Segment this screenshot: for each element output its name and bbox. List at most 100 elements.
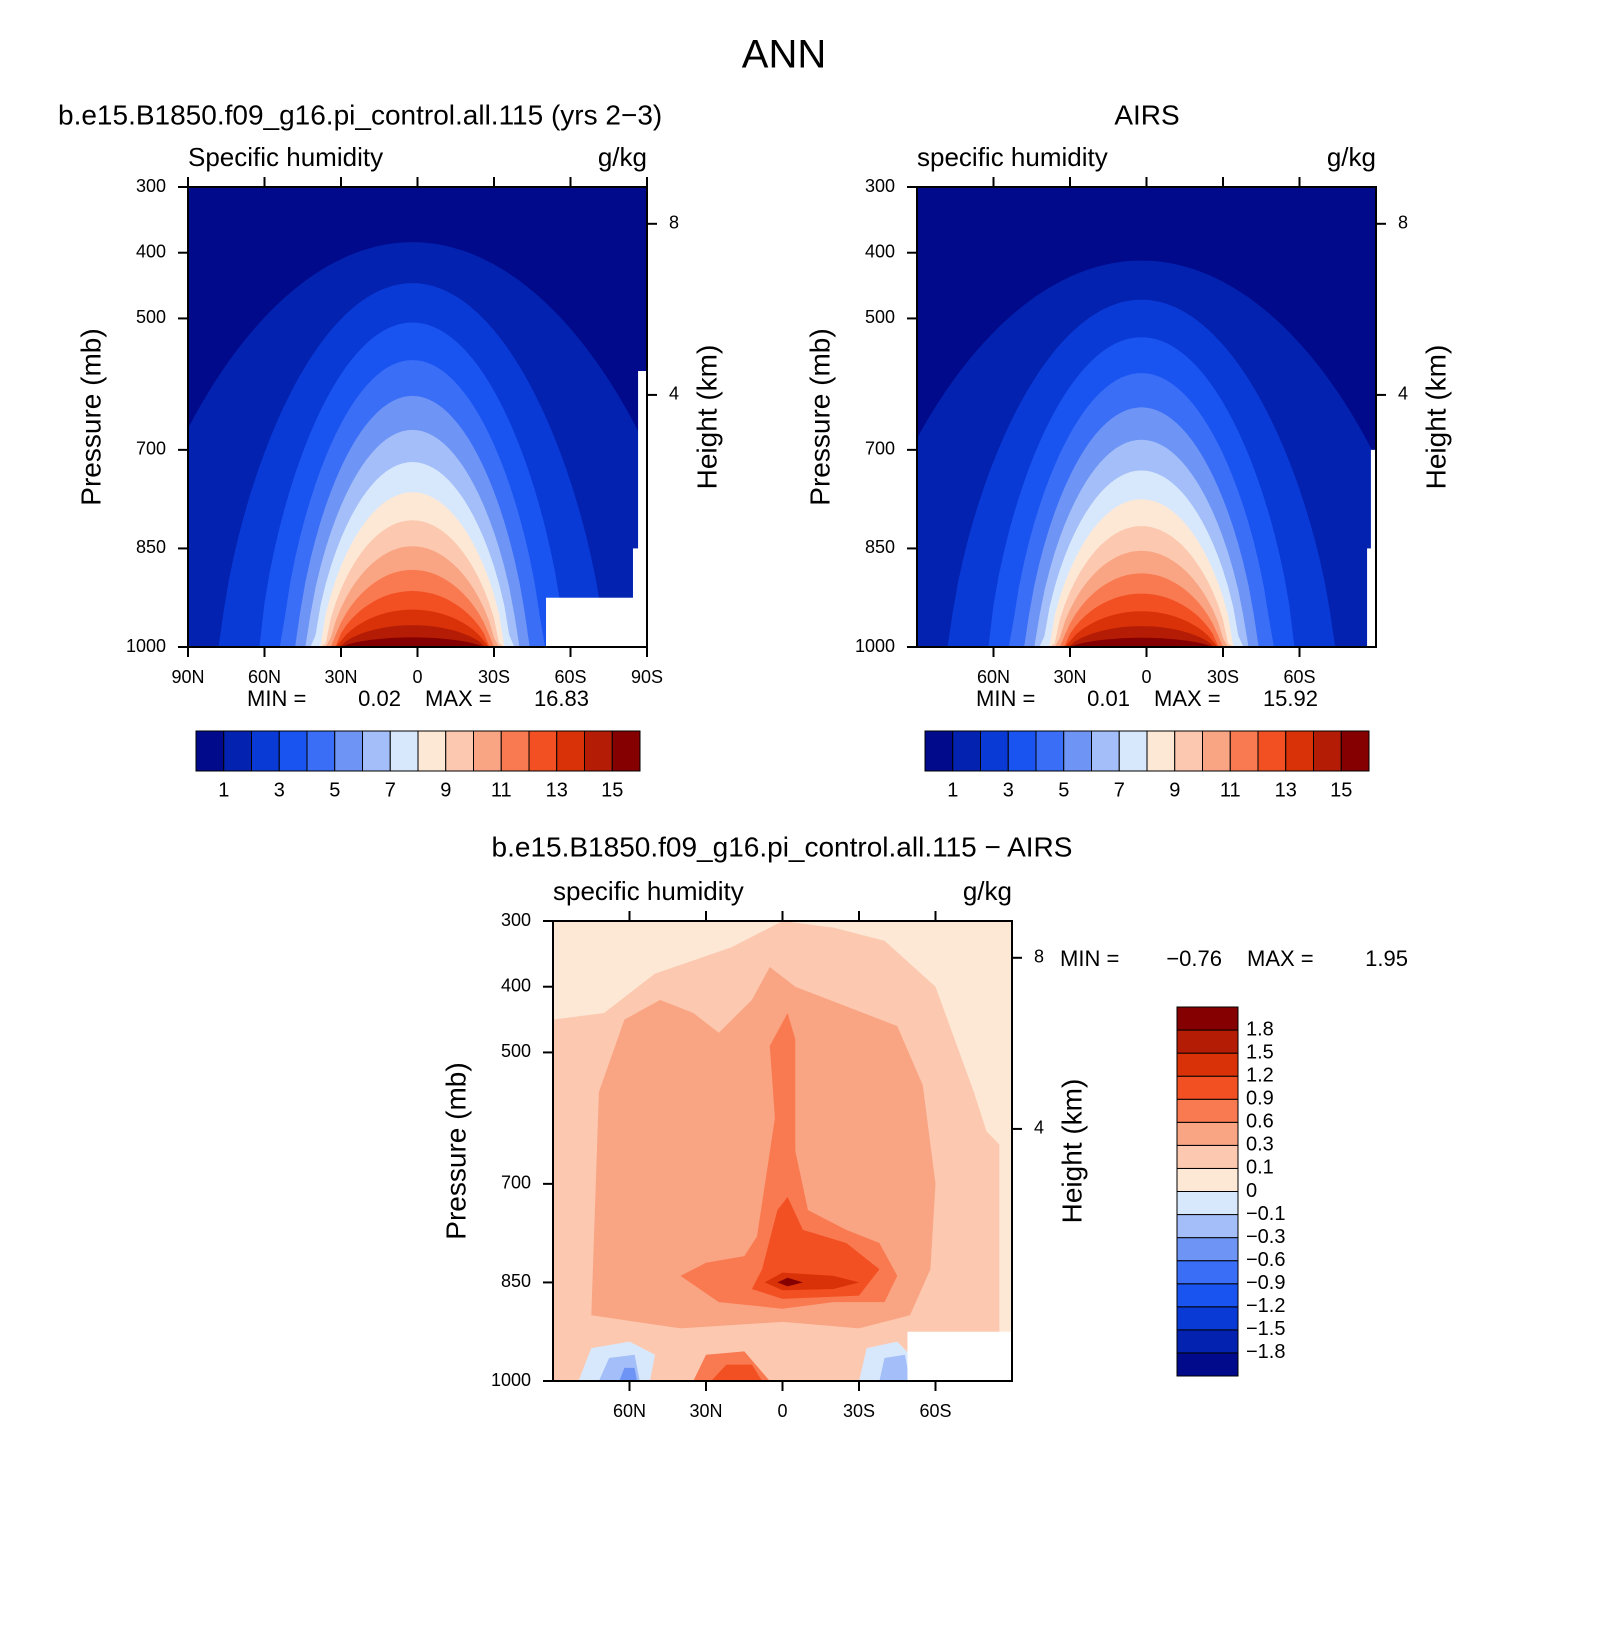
right-string: g/kg xyxy=(598,142,647,172)
colorbar-box xyxy=(1176,1329,1239,1354)
y-axis-label: Pressure (mb) xyxy=(804,328,835,505)
y2-axis-label: Height (km) xyxy=(1420,345,1451,490)
contour-fill xyxy=(777,1277,803,1287)
min-value: −0.76 xyxy=(1166,946,1222,971)
colorbar-label: 1.5 xyxy=(1246,1041,1274,1063)
colorbar-box xyxy=(1313,730,1342,772)
y-tick-label: 300 xyxy=(136,176,166,196)
colorbar-box xyxy=(1176,1214,1239,1239)
x-tick-label: 90S xyxy=(631,667,663,687)
min-value: 0.02 xyxy=(358,686,401,711)
colorbar-label: 1 xyxy=(947,779,958,801)
colorbar-box xyxy=(1176,1191,1239,1216)
x-tick-label: 0 xyxy=(1141,667,1151,687)
colorbar-box xyxy=(1007,730,1037,772)
x-tick-label: 60N xyxy=(613,1401,646,1421)
y-tick-label: 400 xyxy=(136,241,166,261)
colorbar-box xyxy=(1176,1029,1239,1054)
y-tick-label: 700 xyxy=(501,1173,531,1193)
max-label: MAX = xyxy=(1154,686,1221,711)
colorbar-label: 1.2 xyxy=(1246,1064,1274,1086)
y-tick-label: 300 xyxy=(865,176,895,196)
x-tick-label: 0 xyxy=(412,667,422,687)
missing-data xyxy=(1370,449,1376,647)
x-tick-label: 30S xyxy=(1207,667,1239,687)
colorbar-label: −0.6 xyxy=(1246,1249,1285,1271)
y-tick-label: 400 xyxy=(501,975,531,995)
right-string: g/kg xyxy=(963,876,1012,906)
colorbar-box xyxy=(1257,730,1287,772)
y-axis-label: Pressure (mb) xyxy=(75,328,106,505)
min-label: MIN = xyxy=(1060,946,1119,971)
y-tick-label: 700 xyxy=(865,439,895,459)
colorbar-label: 3 xyxy=(1003,779,1014,801)
colorbar-label: 0.3 xyxy=(1246,1134,1274,1156)
colorbar-box xyxy=(473,730,502,772)
y-tick-label: 850 xyxy=(865,537,895,557)
colorbar-label: 11 xyxy=(491,779,512,801)
contour-fill xyxy=(188,637,647,647)
x-tick-label: 30N xyxy=(1053,667,1086,687)
colorbar-box xyxy=(223,730,252,772)
y2-tick-label: 8 xyxy=(1398,213,1408,233)
x-tick-label: 30S xyxy=(478,667,510,687)
colorbar-label: 0 xyxy=(1246,1180,1257,1202)
colorbar-box xyxy=(1176,1121,1239,1146)
y2-axis-label: Height (km) xyxy=(1056,1079,1087,1224)
colorbar-box xyxy=(1091,730,1120,772)
colorbar-box xyxy=(500,730,530,772)
y-tick-label: 1000 xyxy=(126,636,166,656)
x-tick-label: 60S xyxy=(554,667,586,687)
y-tick-label: 700 xyxy=(136,439,166,459)
y2-tick-label: 4 xyxy=(669,384,679,404)
colorbar-box xyxy=(1176,1237,1239,1262)
x-tick-label: 30S xyxy=(843,1401,875,1421)
colorbar-box xyxy=(389,730,419,772)
y-axis-label: Pressure (mb) xyxy=(440,1062,471,1239)
colorbar-box xyxy=(952,730,981,772)
panel-title: AIRS xyxy=(1114,99,1179,130)
panel-title: b.e15.B1850.f09_g16.pi_control.all.115 (… xyxy=(58,99,662,130)
colorbar-label: −0.1 xyxy=(1246,1203,1285,1225)
colorbar-box xyxy=(417,730,447,772)
colorbar-box xyxy=(195,730,225,772)
colorbar-label: −0.9 xyxy=(1246,1272,1285,1294)
colorbar-box xyxy=(1063,730,1092,772)
colorbar-label: 5 xyxy=(329,779,340,801)
y2-tick-label: 4 xyxy=(1034,1118,1044,1138)
colorbar-box xyxy=(1035,730,1065,772)
colorbar-box xyxy=(584,730,613,772)
y2-tick-label: 4 xyxy=(1398,384,1408,404)
panel-title: b.e15.B1850.f09_g16.pi_control.all.115 −… xyxy=(492,831,1073,862)
x-tick-label: 90N xyxy=(171,667,204,687)
colorbar-box xyxy=(1176,1006,1239,1031)
colorbar-label: 0.6 xyxy=(1246,1111,1274,1133)
colorbar-box xyxy=(1176,1075,1239,1100)
contour-fill xyxy=(680,1013,898,1309)
colorbar-box xyxy=(556,730,585,772)
max-value: 1.95 xyxy=(1365,946,1408,971)
colorbar-box xyxy=(306,730,336,772)
colorbar-box xyxy=(1340,730,1370,772)
colorbar-box xyxy=(1176,1306,1239,1331)
contour-fill xyxy=(917,637,1376,647)
y-tick-label: 850 xyxy=(501,1271,531,1291)
y2-tick-label: 8 xyxy=(669,213,679,233)
colorbar-box xyxy=(1174,730,1203,772)
colorbar-label: −1.2 xyxy=(1246,1295,1285,1317)
right-string: g/kg xyxy=(1327,142,1376,172)
y-tick-label: 400 xyxy=(865,241,895,261)
colorbar-label: 13 xyxy=(546,779,568,801)
colorbar-box xyxy=(1285,730,1314,772)
colorbar-box xyxy=(1176,1167,1239,1192)
left-string: Specific humidity xyxy=(188,142,383,172)
colorbar-label: 9 xyxy=(1169,779,1180,801)
contour-fill xyxy=(879,1354,910,1381)
colorbar-box xyxy=(980,730,1009,772)
y-tick-label: 500 xyxy=(136,307,166,327)
contour-field xyxy=(188,187,647,647)
colorbar-label: −1.8 xyxy=(1246,1341,1285,1363)
max-label: MAX = xyxy=(425,686,492,711)
y-tick-label: 1000 xyxy=(855,636,895,656)
colorbar-box xyxy=(1176,1352,1239,1377)
